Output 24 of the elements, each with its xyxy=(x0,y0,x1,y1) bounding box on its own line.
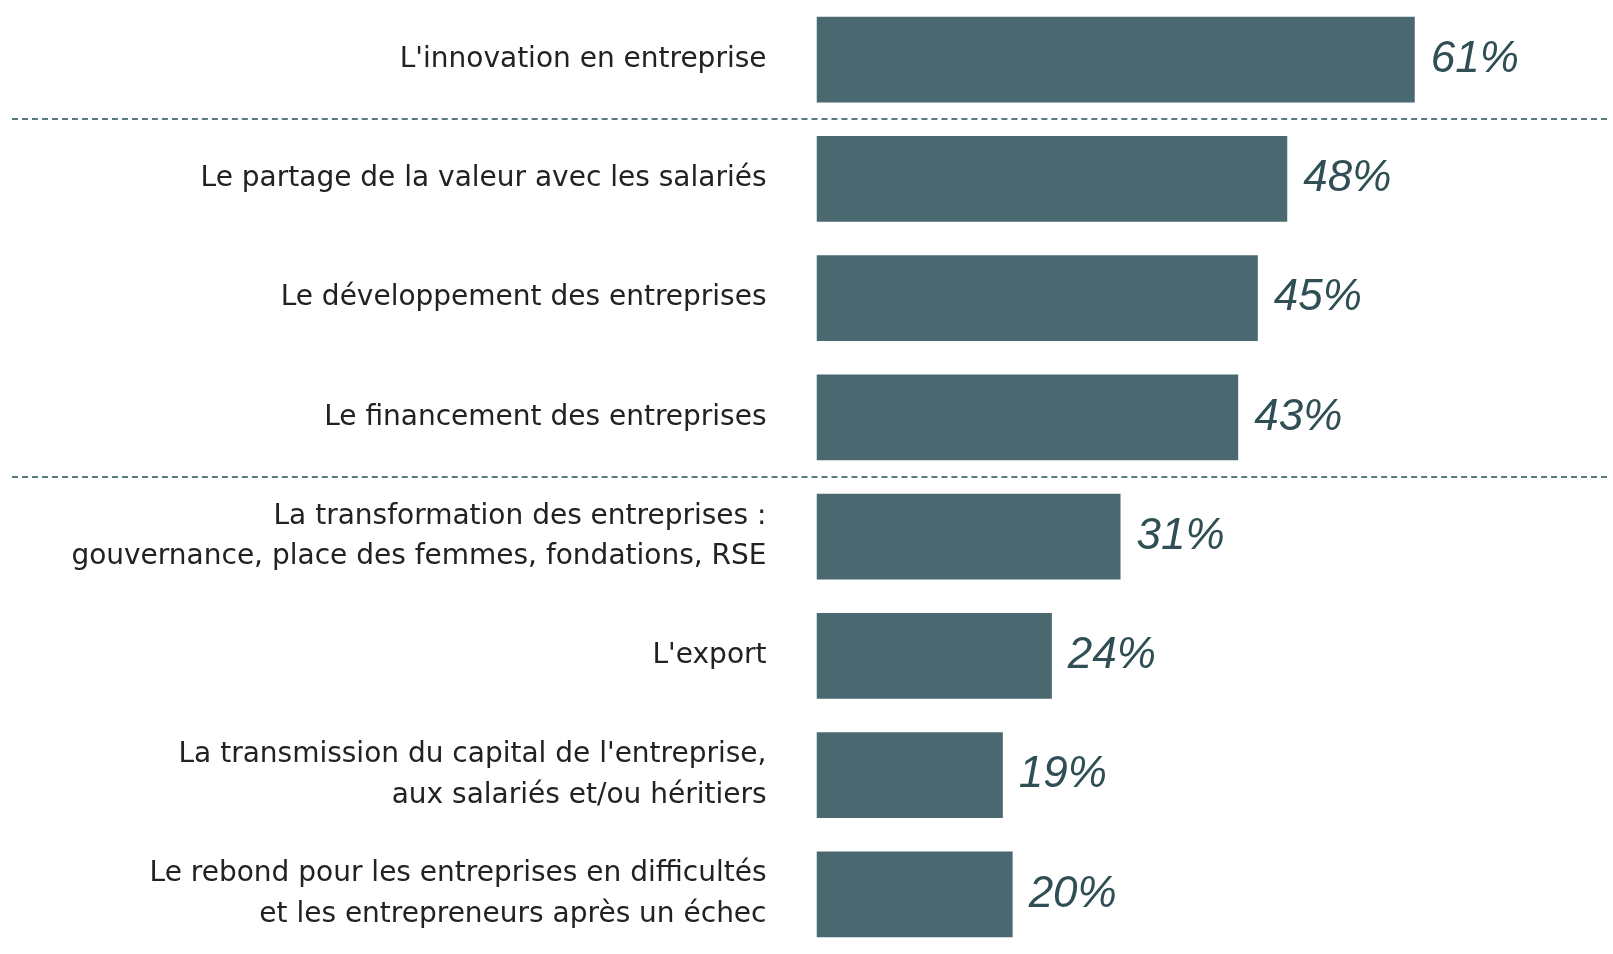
data-label: 48% xyxy=(1303,151,1392,201)
bar xyxy=(816,612,1052,699)
bar xyxy=(816,493,1121,580)
y-tick-label: La transformation des entreprises : gouvernance, place des femmes, fondations, RSE xyxy=(71,497,767,572)
data-label: 20% xyxy=(1027,866,1117,916)
y-tick-label: Le financement des entreprises xyxy=(324,398,767,432)
bar xyxy=(816,374,1239,461)
data-label: 45% xyxy=(1273,270,1362,320)
y-tick-label: Le développement des entreprises xyxy=(280,279,767,313)
bar xyxy=(816,732,1003,819)
bar xyxy=(816,851,1013,938)
bar xyxy=(816,16,1415,103)
bar xyxy=(816,255,1258,342)
y-tick-label: Le rebond pour les entreprises en difficultés et les entrepreneurs après un échec xyxy=(149,855,767,929)
data-label: 31% xyxy=(1136,508,1225,558)
data-label: 43% xyxy=(1254,389,1343,439)
data-label: 61% xyxy=(1430,31,1519,81)
data-label: 19% xyxy=(1018,747,1107,797)
bar xyxy=(816,135,1288,222)
data-label: 24% xyxy=(1066,628,1156,678)
y-tick-label: La transmission du capital de l'entreprise, aux salariés et/ou héritiers xyxy=(178,736,767,810)
y-tick-label: Le partage de la valeur avec les salariés xyxy=(200,160,767,194)
y-tick-label: L'export xyxy=(652,637,767,671)
y-tick-label: L'innovation en entreprise xyxy=(399,40,767,74)
